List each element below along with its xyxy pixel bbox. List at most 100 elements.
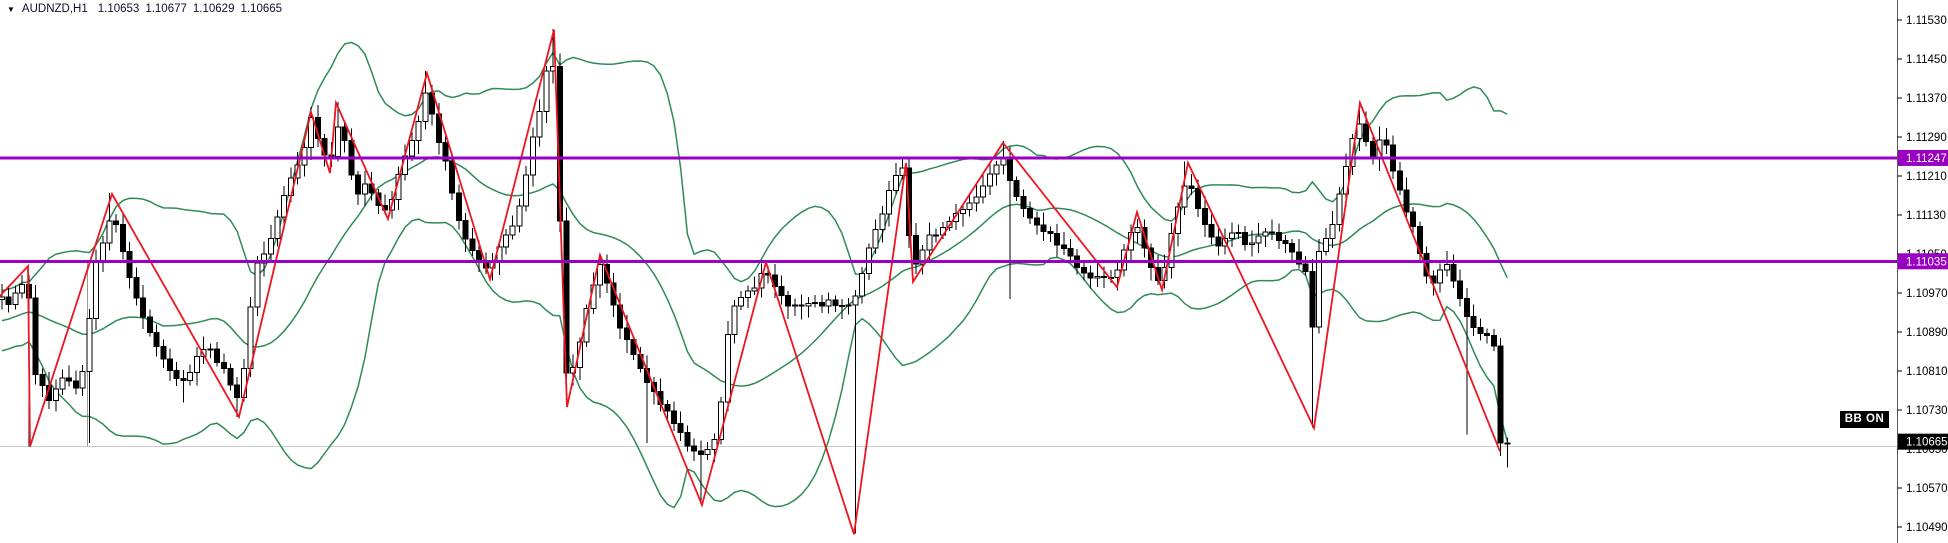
candle-body	[529, 136, 536, 176]
candle-body	[597, 264, 604, 286]
axis-tick-label: 1.11130	[1906, 210, 1946, 222]
candle-body	[892, 174, 899, 191]
candle-body	[839, 305, 845, 308]
candle-body	[173, 369, 180, 380]
horizontal-levels[interactable]	[0, 156, 1897, 263]
symbol-period-label: AUDNZD,H1	[21, 3, 88, 15]
candle-body	[1322, 237, 1329, 252]
candle-body	[52, 388, 59, 402]
candle-body	[261, 253, 268, 264]
candle-body	[66, 377, 73, 382]
symbol-dropdown-icon[interactable]: ▼	[7, 4, 15, 14]
candle-body	[1437, 269, 1444, 284]
candle-body	[1054, 233, 1061, 246]
candle-body	[193, 356, 200, 373]
bollinger-bands	[1, 41, 1509, 509]
quote-high: 1.10677	[145, 3, 187, 15]
candle-body	[973, 196, 980, 204]
quote-open: 1.10653	[97, 3, 140, 15]
candle-body	[543, 70, 550, 112]
candle-body	[19, 283, 26, 294]
candle-body	[1208, 223, 1215, 238]
axis-tick-label: 1.11530	[1906, 15, 1947, 27]
candle-body	[1007, 157, 1013, 182]
candle-body	[523, 174, 530, 207]
candle-body	[86, 317, 93, 373]
level-price-tag: 1.11247	[1906, 153, 1947, 165]
candle-body	[1154, 266, 1161, 281]
candle-body	[442, 141, 449, 162]
candle-body	[187, 371, 194, 382]
candle-body	[1060, 244, 1067, 249]
candle-body	[167, 358, 173, 371]
candle-body	[1309, 270, 1316, 328]
candle-body	[738, 296, 745, 307]
candle-body	[39, 374, 46, 386]
candle-body	[113, 220, 120, 226]
candle-body	[274, 216, 281, 240]
candle-body	[93, 261, 100, 319]
candle-body	[160, 346, 167, 360]
price-axis[interactable]: 1.11530 1.11450 1.11370 1.11290 1.11210 1.111…	[1897, 0, 1948, 543]
candle-body	[1497, 345, 1504, 444]
candle-body	[1168, 233, 1175, 268]
candle-body	[0, 296, 5, 300]
axis-tick-label: 1.10730	[1906, 405, 1948, 417]
bollinger-upper-band	[1, 41, 1508, 292]
candle-body	[536, 110, 543, 138]
candle-body	[180, 378, 187, 382]
candle-body	[1013, 180, 1020, 197]
axis-tick-label: 1.10570	[1906, 483, 1948, 495]
candle-body	[1329, 223, 1336, 239]
candle-body	[469, 238, 476, 251]
candle-body	[1248, 242, 1255, 246]
candle-body	[207, 348, 214, 351]
candle-body	[214, 348, 221, 364]
candle-body	[664, 403, 671, 412]
candle-body	[509, 225, 516, 236]
candle-body	[301, 146, 308, 166]
candle-body	[859, 273, 866, 297]
candle-body	[1101, 275, 1108, 278]
candle-body	[5, 296, 12, 306]
candle-body	[919, 249, 926, 265]
candle-body	[1336, 193, 1343, 225]
candle-body	[812, 301, 819, 304]
candle-body	[341, 126, 348, 142]
candle-body	[153, 331, 160, 348]
candle-body	[1242, 231, 1249, 246]
candle-body	[1228, 232, 1235, 240]
candle-body	[119, 224, 126, 253]
candle-body	[1027, 208, 1034, 219]
candle-body	[959, 209, 966, 215]
candle-body	[805, 302, 812, 307]
candle-body	[933, 234, 940, 237]
axis-tick-label: 1.11450	[1906, 54, 1947, 66]
candle-body	[1450, 263, 1457, 282]
candle-body	[1188, 185, 1195, 190]
level-price-tag-bg	[1898, 149, 1948, 166]
bb-toggle-button[interactable]: BB ON	[1840, 411, 1889, 428]
candle-body	[1295, 251, 1302, 265]
candle-body	[818, 301, 825, 307]
candle-body	[691, 445, 698, 452]
candle-body	[355, 174, 362, 195]
candle-body	[1470, 315, 1477, 328]
candle-body	[220, 362, 227, 369]
candle-body	[1363, 123, 1370, 143]
candle-body	[1067, 247, 1074, 257]
candle-body	[335, 126, 341, 158]
candle-body	[872, 229, 879, 249]
candle-body	[1040, 224, 1047, 233]
candle-body	[852, 295, 859, 306]
candle-body	[711, 438, 718, 451]
candle-body	[1396, 170, 1403, 191]
candle-body	[993, 164, 1000, 175]
candle-body	[926, 234, 933, 251]
quote-low: 1.10629	[192, 3, 235, 15]
quote-close: 1.10665	[240, 3, 283, 15]
candle-body	[1282, 239, 1289, 244]
candle-body	[422, 92, 429, 123]
candle-body	[832, 299, 839, 307]
